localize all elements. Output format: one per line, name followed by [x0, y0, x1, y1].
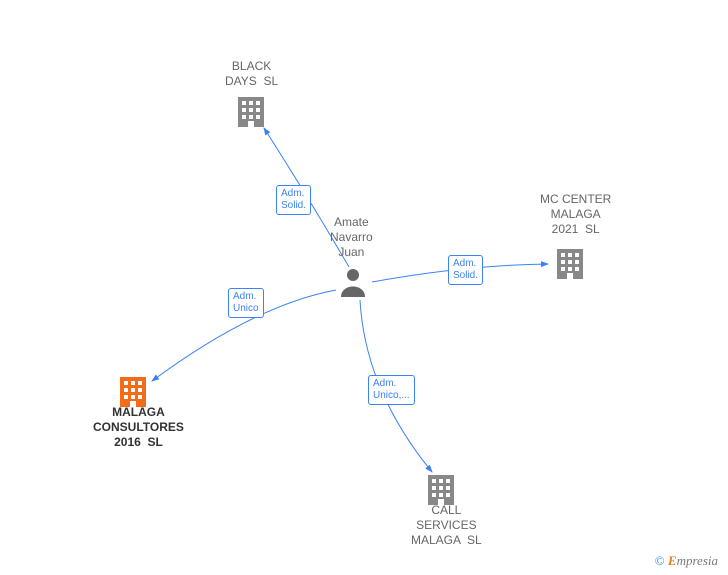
- company-icon-call-services[interactable]: [428, 475, 454, 505]
- company-label-mc-center: MC CENTER MALAGA 2021 SL: [540, 192, 611, 237]
- brand-rest: mpresia: [677, 553, 718, 568]
- edge-label-call-services[interactable]: Adm. Unico,...: [368, 375, 415, 405]
- company-label-call-services: CALL SERVICES MALAGA SL: [411, 503, 482, 548]
- watermark: © Empresia: [655, 553, 718, 569]
- copyright-symbol: ©: [655, 553, 665, 568]
- edge-label-mc-center[interactable]: Adm. Solid.: [448, 255, 483, 285]
- company-icon-mc-center[interactable]: [557, 249, 583, 279]
- person-icon[interactable]: [341, 269, 365, 297]
- company-label-black-days: BLACK DAYS SL: [225, 59, 278, 89]
- brand-e: E: [668, 553, 677, 568]
- person-label: Amate Navarro Juan: [330, 215, 373, 260]
- edge-label-malaga-consultores[interactable]: Adm. Unico: [228, 288, 264, 318]
- diagram-canvas: [0, 0, 728, 575]
- company-icon-black-days[interactable]: [238, 97, 264, 127]
- company-icon-malaga-consultores[interactable]: [120, 377, 146, 407]
- company-label-malaga-consultores: MALAGA CONSULTORES 2016 SL: [93, 405, 184, 450]
- edge-label-black-days[interactable]: Adm. Solid.: [276, 185, 311, 215]
